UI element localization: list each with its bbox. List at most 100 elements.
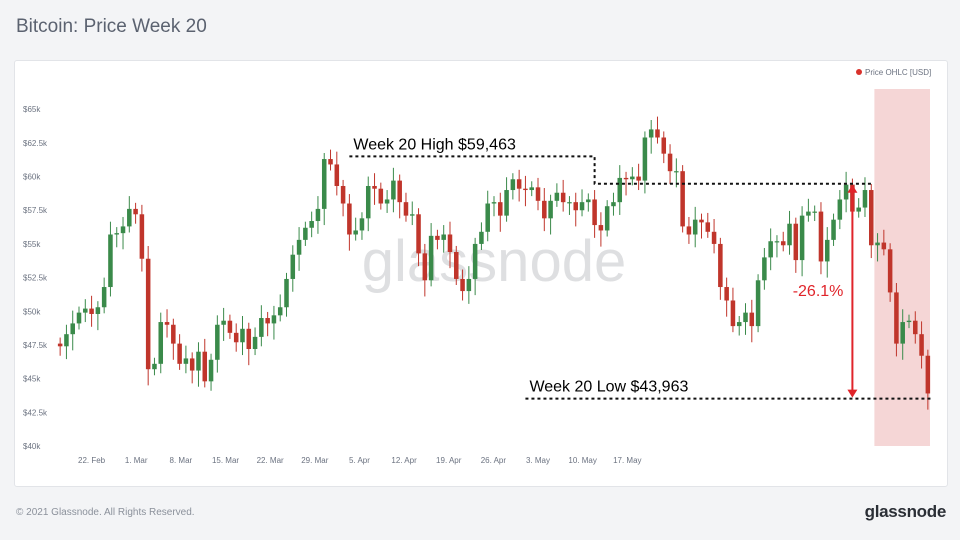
candle-body [372, 185, 377, 189]
candle-body [397, 180, 402, 203]
x-tick-label: 5. Apr [349, 456, 370, 465]
candle-body [542, 200, 547, 219]
candle-body [321, 159, 327, 209]
candle-body [560, 192, 566, 203]
x-tick-label: 19. Apr [436, 456, 462, 465]
candle-body [636, 176, 641, 181]
candle-body [592, 199, 597, 226]
candle-body [491, 202, 497, 204]
candle-body [428, 235, 434, 281]
candle-body [648, 129, 654, 138]
candle-body [774, 241, 780, 243]
week20-low-label: Week 20 Low $43,963 [529, 379, 688, 396]
candle-body [711, 231, 717, 244]
candle-body [202, 351, 208, 382]
candle-body [391, 180, 396, 200]
candle-body [127, 208, 132, 227]
candle-body [133, 208, 138, 215]
candle-body [183, 358, 189, 364]
candle-body [76, 312, 82, 324]
candle-body [460, 278, 465, 292]
y-tick-label: $47.5k [23, 341, 48, 350]
candle-body [328, 159, 333, 165]
x-tick-label: 12. Apr [391, 456, 417, 465]
x-tick-label: 15. Mar [212, 456, 239, 465]
x-tick-label: 29. Mar [301, 456, 328, 465]
drawdown-arrow-head-top [847, 184, 858, 193]
candle-body [780, 241, 786, 246]
candle-body [680, 171, 685, 227]
candle-body [284, 278, 289, 308]
candle-body [623, 177, 629, 180]
candle-body [57, 343, 63, 347]
candle-body [724, 287, 729, 301]
candle-body [384, 199, 390, 204]
candle-body [699, 219, 704, 223]
candle-body [108, 234, 113, 288]
candle-body [252, 336, 258, 350]
candle-body [479, 231, 484, 244]
candle-body [567, 202, 572, 204]
week20-high-line [349, 155, 872, 185]
candle-body [246, 328, 252, 350]
candle-body [227, 320, 233, 333]
candle-body [196, 351, 201, 371]
y-tick-label: $57.5k [23, 206, 48, 215]
x-tick-label: 22. Feb [78, 456, 106, 465]
candle-body [347, 203, 352, 235]
candle-body [422, 253, 428, 281]
candle-body [516, 179, 522, 189]
glassnode-logo: glassnode [864, 502, 947, 521]
candle-body [692, 219, 698, 235]
candle-body [296, 239, 302, 255]
candle-body [762, 257, 767, 281]
candle-body [881, 242, 887, 250]
y-tick-label: $65k [23, 105, 41, 114]
candle-body [655, 129, 660, 138]
x-tick-label: 3. May [526, 456, 550, 465]
candle-body [447, 234, 453, 253]
candle-body [472, 243, 478, 279]
candle-body [139, 214, 145, 259]
candle-body [604, 206, 610, 231]
candle-body [705, 222, 711, 232]
x-tick-label: 17. May [613, 456, 641, 465]
candle-body [875, 242, 880, 246]
candle-body [114, 233, 119, 235]
y-tick-label: $52.5k [23, 274, 48, 283]
y-tick-label: $62.5k [23, 139, 48, 148]
candle-body [365, 185, 371, 219]
candle-body [856, 207, 861, 212]
candle-body [359, 218, 365, 231]
candle-body [290, 254, 296, 279]
candle-body [158, 322, 164, 364]
y-tick-label: $45k [23, 375, 41, 384]
candle-body [510, 179, 516, 191]
candle-body [89, 308, 94, 314]
drawdown-label: -26.1% [793, 283, 844, 300]
legend-dot [856, 69, 862, 75]
candle-body [529, 187, 534, 191]
candle-body [831, 219, 836, 240]
candle-body [171, 324, 176, 344]
candle-body [630, 176, 635, 180]
x-tick-label: 10. May [568, 456, 596, 465]
week20-high-label: Week 20 High $59,463 [353, 136, 516, 153]
candle-body [95, 307, 101, 314]
candle-body [806, 211, 811, 216]
candle-body [334, 164, 340, 186]
y-tick-label: $42.5k [23, 408, 48, 417]
candle-body [686, 226, 692, 235]
x-tick-label: 26. Apr [481, 456, 507, 465]
y-tick-label: $40k [23, 442, 41, 451]
candle-body [586, 199, 591, 203]
page-title: Bitcoin: Price Week 20 [16, 16, 207, 37]
candle-body [309, 221, 314, 228]
candle-body [504, 190, 509, 216]
candle-body [913, 320, 918, 335]
candle-body [233, 332, 239, 343]
x-tick-label: 1. Mar [125, 456, 148, 465]
candle-body [340, 185, 346, 204]
candle-body [787, 223, 792, 246]
candle-body [919, 334, 924, 356]
